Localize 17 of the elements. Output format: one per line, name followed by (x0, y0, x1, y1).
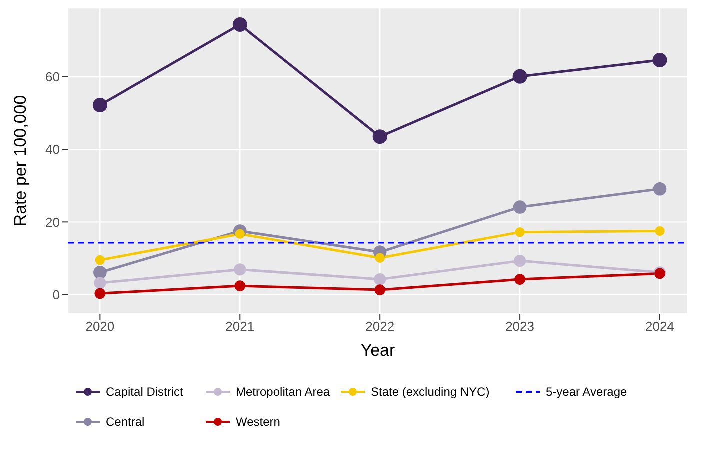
legend-label: 5-year Average (546, 385, 628, 399)
y-tick-label: 60 (46, 70, 60, 85)
x-tick-label: 2021 (226, 319, 255, 334)
y-tick-label: 20 (46, 214, 60, 230)
x-axis-title: Year (360, 341, 396, 360)
legend-label: Metropolitan Area (236, 385, 330, 399)
y-tick-label: 0 (52, 287, 60, 302)
x-tick-label: 2022 (366, 319, 395, 334)
y-tick-label: 40 (46, 142, 60, 158)
x-tick-label: 2023 (506, 319, 535, 334)
legend-label: Central (106, 415, 145, 429)
legend-label: Capital District (106, 385, 184, 399)
x-tick-label: 2024 (646, 319, 674, 334)
legend-label: State (excluding NYC) (371, 385, 490, 399)
x-tick-label: 2020 (86, 319, 115, 334)
y-axis-title: Rate per 100,000 (11, 95, 30, 227)
legend-label: Western (236, 415, 280, 429)
